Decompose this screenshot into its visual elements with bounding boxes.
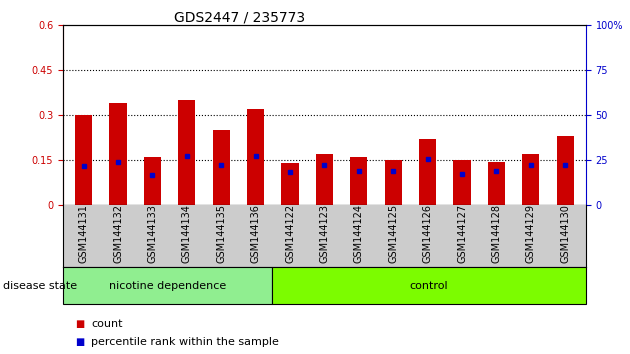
Bar — [75, 115, 92, 205]
Bar — [488, 162, 505, 205]
Bar — [110, 103, 127, 205]
Text: nicotine dependence: nicotine dependence — [109, 281, 226, 291]
Text: control: control — [410, 281, 449, 291]
Text: ■: ■ — [76, 337, 85, 347]
Text: count: count — [91, 319, 123, 329]
Text: GDS2447 / 235773: GDS2447 / 235773 — [174, 11, 305, 25]
Text: percentile rank within the sample: percentile rank within the sample — [91, 337, 279, 347]
Bar — [178, 100, 195, 205]
Text: disease state: disease state — [3, 281, 77, 291]
Bar — [63, 267, 272, 304]
Text: ■: ■ — [76, 319, 85, 329]
Bar — [247, 109, 264, 205]
Bar — [522, 154, 539, 205]
Bar — [213, 130, 230, 205]
Bar — [144, 157, 161, 205]
Bar — [316, 154, 333, 205]
Bar — [454, 160, 471, 205]
Bar — [350, 157, 367, 205]
Bar — [282, 163, 299, 205]
Bar — [385, 160, 402, 205]
Bar — [557, 136, 574, 205]
Bar — [272, 267, 586, 304]
Bar — [419, 139, 436, 205]
